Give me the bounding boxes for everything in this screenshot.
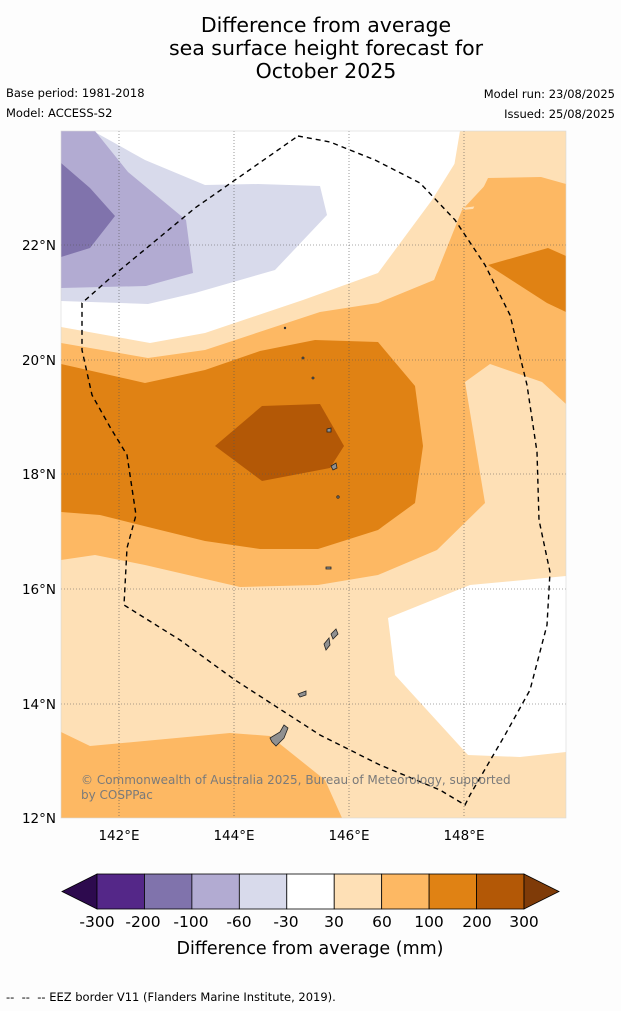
dashed-line-legend-icon: -- -- -- (6, 990, 46, 1004)
island-tinian (330, 628, 339, 640)
colorbar-segment (144, 873, 193, 910)
island-alamagan (336, 495, 340, 499)
island-anatahan (325, 566, 332, 570)
map-title: Difference from average sea surface heig… (0, 14, 621, 83)
island-pagan (330, 462, 338, 471)
lon-tick-146: 146°E (328, 828, 369, 844)
lat-axis: 12°N 14°N 16°N 18°N 20°N 22°N (22, 238, 56, 827)
colorbar-labels: -300 -200 -100 -60 -30 30 60 100 200 300 (79, 913, 538, 931)
band-200-300 (215, 404, 344, 481)
lat-tick-20: 20°N (22, 353, 56, 369)
colorbar-label-minus300: -300 (79, 913, 114, 931)
eez-note: EEZ border V11 (Flanders Marine Institut… (49, 990, 336, 1004)
gridlines (61, 131, 566, 818)
title-line-3: October 2025 (255, 59, 397, 83)
lon-tick-142: 142°E (98, 828, 139, 844)
island-rota (297, 690, 307, 698)
colorbar-segment (333, 873, 383, 910)
island-saipan (323, 637, 331, 651)
lon-axis: 142°E 144°E 146°E 148°E (98, 828, 484, 844)
colorbar-segment (286, 873, 335, 910)
colorbar-segment (191, 873, 240, 910)
issued-label: Issued: 25/08/2025 (504, 107, 615, 121)
colorbar-label-300: 300 (509, 913, 539, 931)
base-period-label: Base period: 1981-2018 (6, 86, 145, 100)
colorbar-label-100: 100 (414, 913, 444, 931)
colorbar-segment (381, 873, 430, 910)
band-minus200-minus100 (61, 163, 115, 257)
lon-tick-148: 148°E (443, 828, 484, 844)
colorbar-segment (476, 873, 525, 910)
contour-field: © Commonwealth of Australia 2025, Bureau… (61, 131, 566, 818)
lat-tick-12: 12°N (22, 811, 56, 827)
lat-tick-16: 16°N (22, 582, 56, 598)
colorbar-label-minus60: -60 (226, 913, 251, 931)
title-line-1: Difference from average (200, 13, 452, 37)
colorbar-label-60: 60 (372, 913, 392, 931)
islands (269, 326, 340, 747)
band-60-100-southwest (61, 732, 342, 818)
colorbar (61, 873, 560, 910)
colorbar-label-minus30: -30 (273, 913, 298, 931)
copyright-line-1: © Commonwealth of Australia 2025, Bureau… (81, 773, 511, 787)
island-maug (301, 356, 305, 360)
footer-note: -- -- -- EEZ border V11 (Flanders Marine… (6, 990, 336, 1004)
island-north (283, 326, 287, 330)
lat-tick-18: 18°N (22, 467, 56, 483)
lat-tick-14: 14°N (22, 697, 56, 713)
lat-tick-22: 22°N (22, 238, 56, 254)
island-guam (269, 724, 289, 747)
colorbar-title: Difference from average (mm) (176, 939, 443, 959)
model-run-label: Model run: 23/08/2025 (483, 87, 615, 101)
title-line-2: sea surface height forecast for (168, 36, 484, 60)
model-label: Model: ACCESS-S2 (6, 106, 113, 120)
band-100-200-ne (488, 248, 566, 312)
colorbar-segment (428, 873, 477, 910)
island-uracas (311, 376, 315, 380)
colorbar-segment (238, 873, 288, 910)
map-frame (60, 130, 567, 819)
colorbar-extend-high (523, 873, 560, 910)
lon-tick-144: 144°E (213, 828, 254, 844)
colorbar-label-30: 30 (324, 913, 344, 931)
colorbar-label-minus100: -100 (173, 913, 208, 931)
band-neutral-southeast (388, 576, 566, 757)
island-agrihan (326, 427, 332, 433)
eez-border (81, 135, 551, 806)
colorbar-label-minus200: -200 (125, 913, 160, 931)
colorbar-extend-low (61, 873, 98, 910)
band-minus100-minus60 (61, 131, 193, 288)
copyright-line-2: by COSPPac (81, 788, 153, 802)
colorbar-label-200: 200 (462, 913, 492, 931)
colorbar-segment (96, 873, 145, 910)
